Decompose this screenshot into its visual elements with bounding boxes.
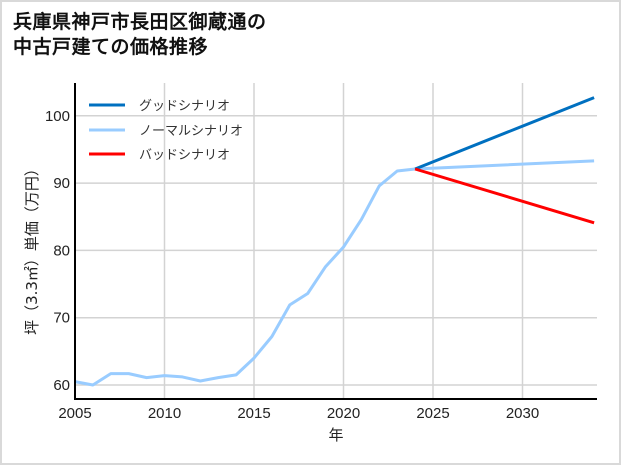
y-tick-label: 90 (53, 175, 70, 192)
y-tick-label: 70 (53, 310, 70, 327)
x-tick-label: 2030 (506, 405, 539, 422)
x-tick-label: 2020 (327, 405, 360, 422)
chart-title-line-1: 兵庫県神戸市長田区御蔵通の (13, 11, 267, 33)
legend-label: グッドシナリオ (139, 99, 230, 114)
y-tick-label: 80 (53, 242, 70, 259)
x-axis-label: 年 (328, 426, 343, 444)
x-tick-label: 2010 (148, 405, 181, 422)
x-tick-labels: 2005 2010 2015 2020 2025 2030 (58, 405, 539, 422)
chart-title: 兵庫県神戸市長田区御蔵通の 中古戸建ての価格推移 (13, 10, 267, 60)
axes (74, 83, 597, 400)
chart-title-line-2: 中古戸建ての価格推移 (13, 36, 209, 58)
series-line-2 (414, 167, 595, 225)
x-tick-label: 2015 (237, 405, 270, 422)
series-line-0 (414, 96, 595, 171)
series-line-1 (74, 159, 595, 387)
x-tick-label: 2005 (58, 405, 91, 422)
legend-label: ノーマルシナリオ (139, 124, 243, 139)
grid-lines (75, 83, 597, 399)
legend-label: バッドシナリオ (139, 148, 230, 163)
series-lines (74, 96, 595, 387)
y-axis-label: 坪（3.3㎡）単価（万円） (23, 161, 41, 335)
y-tick-labels: 60 70 80 90 100 (45, 108, 70, 394)
x-tick-label: 2025 (416, 405, 449, 422)
y-tick-label: 60 (53, 377, 70, 394)
y-tick-label: 100 (45, 108, 70, 125)
